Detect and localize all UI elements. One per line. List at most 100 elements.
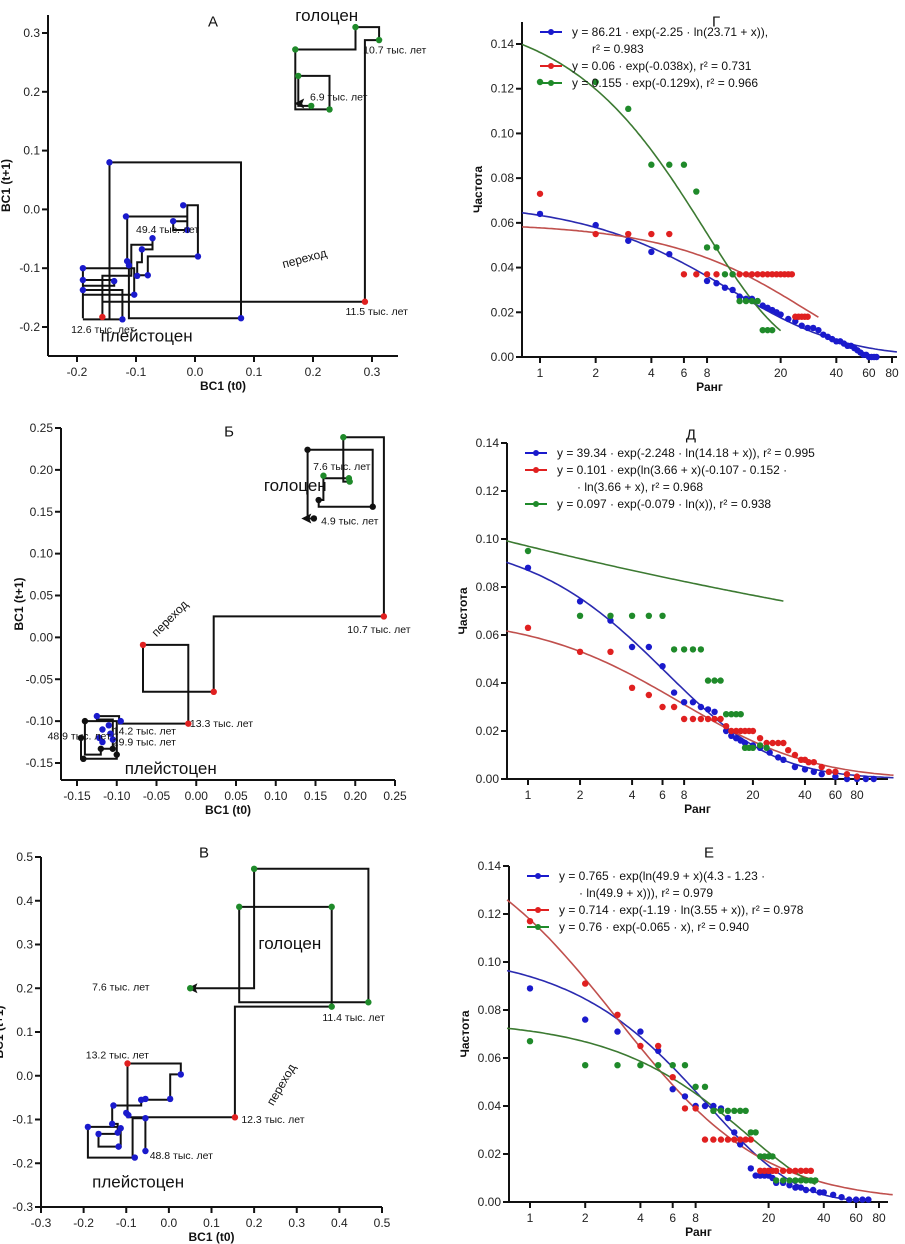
age-annotation: 7.6 тыс. лет xyxy=(313,461,371,473)
data-point-red xyxy=(185,720,192,727)
data-point-green xyxy=(721,271,729,278)
data-point-red xyxy=(732,727,740,735)
data-point-blue xyxy=(95,1130,102,1138)
data-point-red xyxy=(742,1136,749,1143)
fit-curve-red xyxy=(506,630,894,776)
x-tick-label: -0.1 xyxy=(116,1216,137,1230)
transition-label: переход xyxy=(281,246,329,271)
x-tick-label: 8 xyxy=(681,788,688,802)
data-point-blue xyxy=(777,311,784,318)
data-point-red xyxy=(769,739,776,747)
arrow-head xyxy=(294,98,305,109)
x-tick-label: 40 xyxy=(817,1211,831,1225)
data-point-blue xyxy=(93,712,101,720)
x-tick-label: -0.2 xyxy=(67,365,88,379)
data-point-blue xyxy=(804,324,811,332)
data-point-blue xyxy=(106,159,113,166)
fit-curve-green xyxy=(521,43,782,332)
y-tick-label: 0.05 xyxy=(30,589,54,603)
x-tick-label: 0.1 xyxy=(203,1216,220,1230)
age-annotation: 11.5 тыс. лет xyxy=(345,306,408,318)
y-tick-label: 0.20 xyxy=(30,463,54,477)
data-point-blue xyxy=(108,1120,116,1128)
data-point-blue xyxy=(607,617,614,624)
data-point-red xyxy=(628,684,636,691)
data-point-red xyxy=(805,759,812,766)
data-point-red xyxy=(701,1136,709,1143)
data-point-red xyxy=(536,190,544,197)
y-tick-label: 0.25 xyxy=(30,421,54,435)
x-tick-label: 4 xyxy=(637,1211,644,1225)
legend-equation: y = 0.06 · exp(-0.038x), r² = 0.731 xyxy=(572,59,752,73)
data-point-green xyxy=(722,711,730,718)
data-point-blue xyxy=(731,1129,738,1136)
data-point-black xyxy=(80,755,87,763)
data-point-blue xyxy=(711,708,718,715)
data-point-red xyxy=(810,759,818,766)
data-point-blue xyxy=(873,353,880,361)
data-point-black xyxy=(109,745,116,752)
data-point-red xyxy=(832,768,839,775)
data-point-red xyxy=(779,1167,787,1175)
data-point-blue xyxy=(843,775,851,783)
data-point-blue xyxy=(526,985,534,992)
data-point-blue xyxy=(138,246,146,253)
data-point-red xyxy=(666,230,673,238)
panel-e: Е 1 2 4 6 8 20 40 60 80 0.00 0.02 0.04 0.06 0.08 0.10 0.… xyxy=(458,844,893,1239)
data-point-green xyxy=(737,711,744,718)
data-point-blue xyxy=(666,250,673,258)
data-point-blue xyxy=(810,324,817,332)
fit-curve-green xyxy=(506,540,784,602)
x-tick-label: 1 xyxy=(537,366,544,380)
data-point-blue xyxy=(117,1125,124,1132)
data-point-blue xyxy=(628,643,636,651)
era-label: голоцен xyxy=(258,934,321,953)
y-axis-label: Частота xyxy=(471,166,485,213)
data-point-green xyxy=(680,646,688,653)
y-tick-label: 0.00 xyxy=(491,350,515,364)
data-point-black xyxy=(113,751,120,758)
panel-title: А xyxy=(208,13,218,30)
legend-marker-green xyxy=(535,924,541,930)
y-tick-label: 0.4 xyxy=(16,894,33,908)
data-point-green xyxy=(669,1062,676,1069)
legend-marker-blue xyxy=(533,450,539,456)
data-point-green xyxy=(701,1083,709,1091)
data-point-green xyxy=(666,161,673,168)
y-tick-label: 0.10 xyxy=(476,532,500,546)
x-tick-label: -0.05 xyxy=(143,789,171,803)
x-tick-label: 0.1 xyxy=(246,365,263,379)
x-tick-label: -0.3 xyxy=(31,1216,52,1230)
fit-curve-blue xyxy=(506,561,894,779)
y-tick-label: 0.10 xyxy=(30,547,54,561)
y-tick-label: 0.14 xyxy=(476,436,500,450)
x-tick-label: 1 xyxy=(525,788,532,802)
data-point-green xyxy=(607,612,614,619)
era-label: плейстоцен xyxy=(125,759,217,778)
data-point-black xyxy=(315,496,322,504)
data-point-blue xyxy=(180,202,187,209)
legend-marker-red xyxy=(533,467,539,473)
data-point-blue xyxy=(99,726,106,733)
panel-title: Г xyxy=(712,13,720,30)
data-point-blue xyxy=(845,1196,853,1203)
x-tick-label: 60 xyxy=(862,366,876,380)
trajectory-line xyxy=(80,436,385,760)
data-point-green xyxy=(236,903,243,911)
y-tick-label: 0.0 xyxy=(16,1069,33,1083)
y-tick-label: 0.00 xyxy=(478,1195,502,1209)
data-point-green xyxy=(625,105,632,113)
data-point-blue xyxy=(614,1028,621,1035)
data-point-green xyxy=(328,903,335,911)
data-point-red xyxy=(818,763,825,771)
data-point-green xyxy=(346,478,353,485)
data-point-red xyxy=(786,1167,793,1175)
legend-equation: · ln(3.66 + x), r² = 0.968 xyxy=(577,480,703,494)
data-point-green xyxy=(670,646,678,653)
x-tick-label: -0.15 xyxy=(63,789,91,803)
y-tick-label: 0.1 xyxy=(23,144,40,158)
data-point-blue xyxy=(797,1184,805,1191)
data-point-red xyxy=(670,703,678,711)
y-tick-label: 0.5 xyxy=(16,850,33,864)
data-point-red xyxy=(747,1136,755,1143)
